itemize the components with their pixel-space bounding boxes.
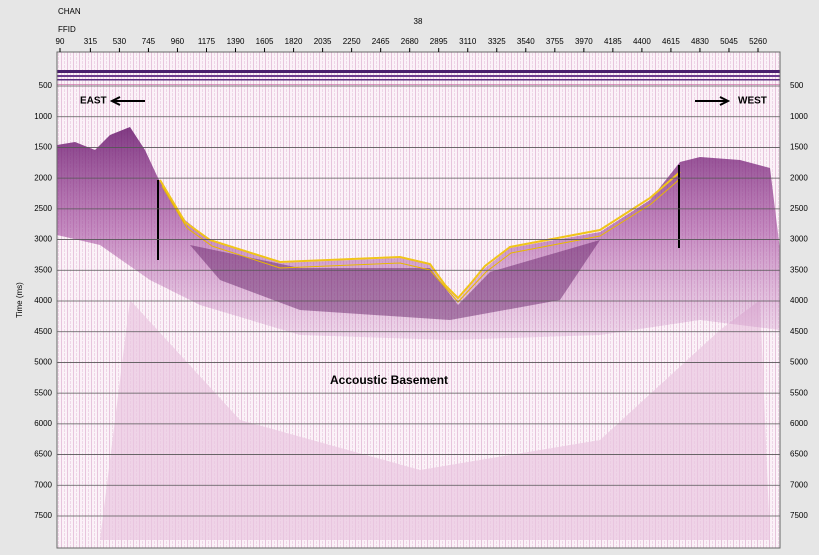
x-tick-label: 5045 xyxy=(720,37,738,46)
west-label: WEST xyxy=(738,96,767,107)
x-tick-label: 90 xyxy=(56,37,65,46)
y-tick-label: 4500 xyxy=(34,327,52,336)
y-tick-label-right: 2000 xyxy=(790,173,808,182)
x-tick-label: 1605 xyxy=(256,37,274,46)
y-tick-label: 5500 xyxy=(34,388,52,397)
chan-label: CHAN xyxy=(58,7,81,16)
x-tick-label: 4185 xyxy=(604,37,622,46)
x-tick-label: 745 xyxy=(142,37,156,46)
y-tick-label: 2000 xyxy=(34,173,52,182)
x-tick-label: 2895 xyxy=(430,37,448,46)
y-tick-label: 500 xyxy=(39,81,53,90)
y-tick-label-right: 6000 xyxy=(790,419,808,428)
x-tick-label: 1820 xyxy=(285,37,303,46)
y-tick-label: 1500 xyxy=(34,143,52,152)
ffid-label: FFID xyxy=(58,25,76,34)
x-tick-label: 1390 xyxy=(227,37,245,46)
y-tick-label-right: 7000 xyxy=(790,480,808,489)
x-tick-label: 315 xyxy=(84,37,98,46)
y-tick-label-right: 2500 xyxy=(790,204,808,213)
x-tick-label: 530 xyxy=(113,37,127,46)
x-tick-label: 4400 xyxy=(633,37,651,46)
x-tick-label: 3540 xyxy=(517,37,535,46)
x-tick-label: 3755 xyxy=(546,37,564,46)
y-tick-label-right: 1000 xyxy=(790,112,808,121)
y-tick-label: 7500 xyxy=(34,511,52,520)
x-tick-label: 3110 xyxy=(459,37,477,46)
y-tick-label-right: 4000 xyxy=(790,296,808,305)
y-tick-label: 3000 xyxy=(34,235,52,244)
y-tick-label-right: 3000 xyxy=(790,235,808,244)
x-tick-label: 3325 xyxy=(488,37,506,46)
y-tick-label-right: 4500 xyxy=(790,327,808,336)
x-tick-label: 4830 xyxy=(691,37,709,46)
y-tick-label: 6500 xyxy=(34,450,52,459)
x-tick-label: 4615 xyxy=(662,37,680,46)
y-tick-label-right: 1500 xyxy=(790,143,808,152)
x-tick-label: 5260 xyxy=(749,37,767,46)
y-tick-label-right: 7500 xyxy=(790,511,808,520)
x-tick-label: 2465 xyxy=(372,37,390,46)
y-tick-label: 5000 xyxy=(34,358,52,367)
line-number: 38 xyxy=(414,17,423,26)
y-tick-label-right: 5000 xyxy=(790,358,808,367)
x-tick-label: 1175 xyxy=(198,37,216,46)
y-tick-label-right: 5500 xyxy=(790,388,808,397)
y-axis-title: Time (ms) xyxy=(15,282,24,318)
y-tick-label-right: 500 xyxy=(790,81,804,90)
y-tick-label: 4000 xyxy=(34,296,52,305)
y-tick-label-right: 3500 xyxy=(790,265,808,274)
y-tick-label: 6000 xyxy=(34,419,52,428)
basement-label: Accoustic Basement xyxy=(330,373,448,387)
y-tick-label: 2500 xyxy=(34,204,52,213)
seismic-section: CHAN FFID 38 Time (ms) EAST WEST Accoust… xyxy=(0,0,819,555)
x-tick-label: 2035 xyxy=(314,37,332,46)
x-tick-label: 2250 xyxy=(343,37,361,46)
y-tick-label: 3500 xyxy=(34,265,52,274)
y-tick-label-right: 6500 xyxy=(790,450,808,459)
x-tick-label: 3970 xyxy=(575,37,593,46)
y-tick-label: 7000 xyxy=(34,480,52,489)
y-tick-label: 1000 xyxy=(34,112,52,121)
x-tick-label: 2680 xyxy=(401,37,419,46)
east-label: EAST xyxy=(80,96,107,107)
x-tick-label: 960 xyxy=(171,37,185,46)
